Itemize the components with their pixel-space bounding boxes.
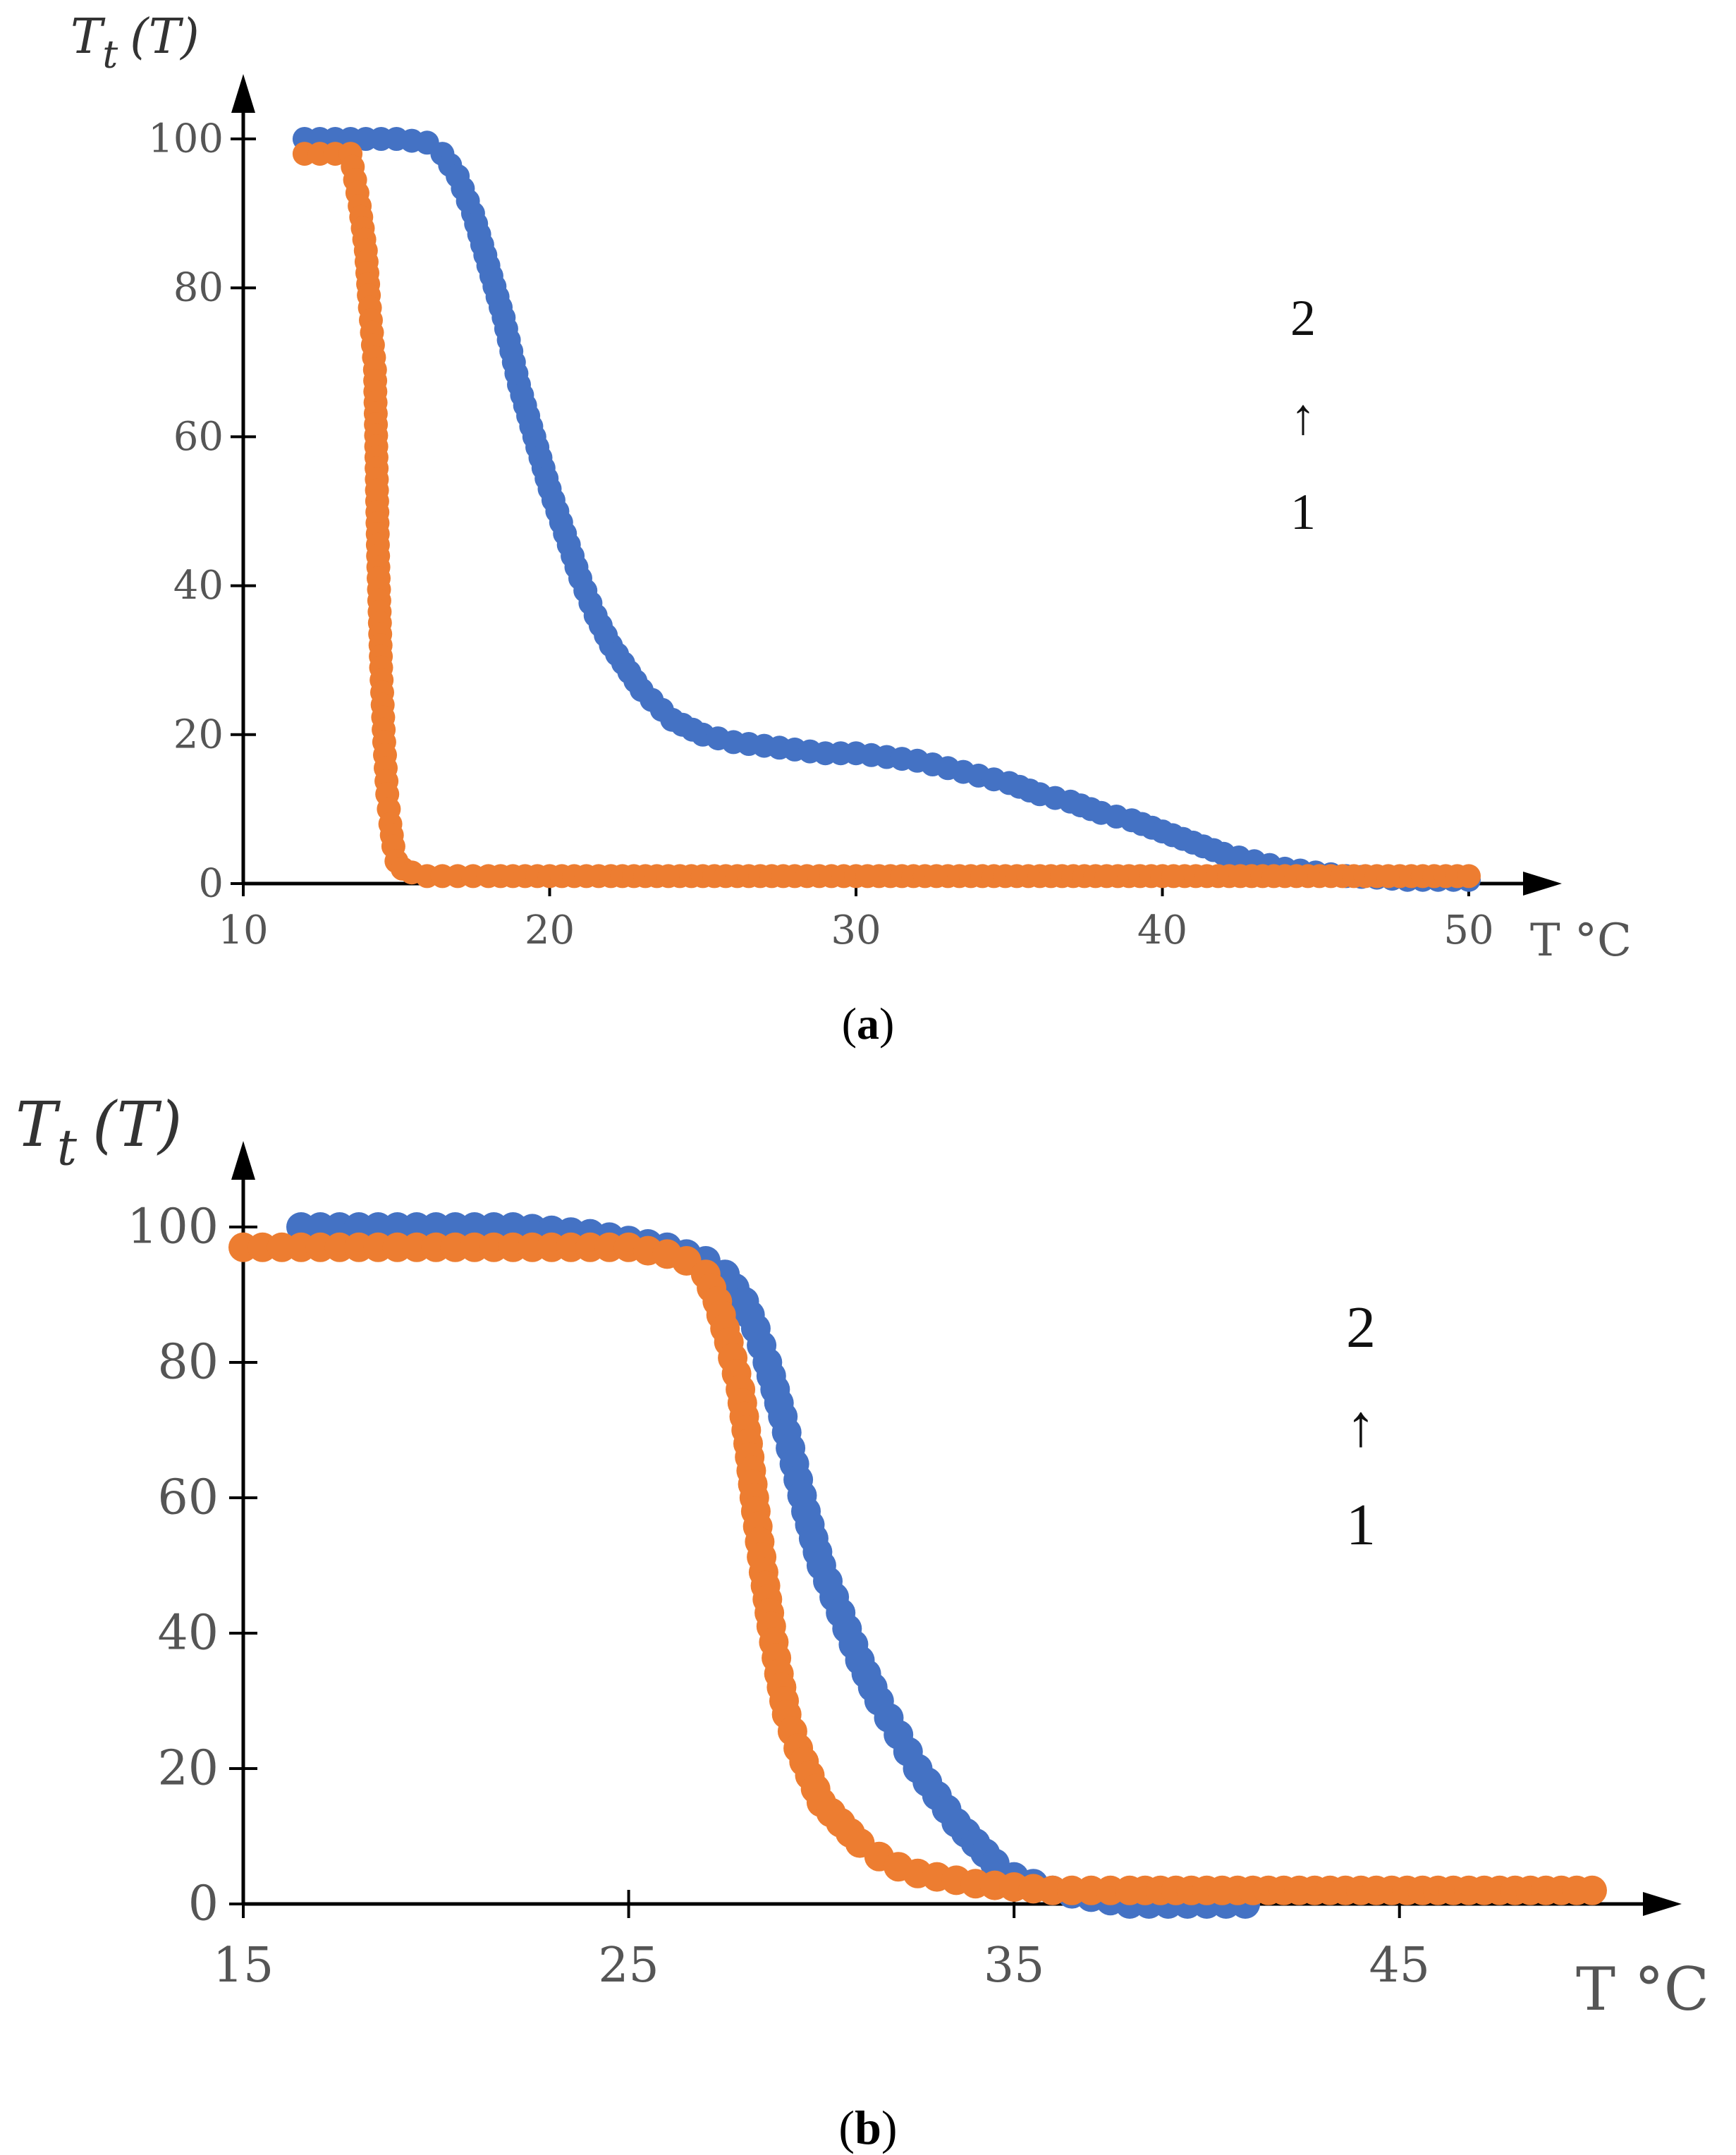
x-axis-arrowhead <box>1643 1892 1682 1916</box>
y-axis-title-main: T <box>16 1088 61 1161</box>
y-tick-label: 60 <box>173 414 224 460</box>
annotation-arrow: ↑ <box>1346 1393 1376 1459</box>
x-axis-unit: T °C <box>1576 1955 1709 2024</box>
y-tick-label: 0 <box>198 861 224 907</box>
x-tick-label: 15 <box>213 1938 274 1994</box>
y-tick-label: 60 <box>157 1470 219 1526</box>
y-axis-title-arg: (T) <box>92 1088 182 1161</box>
x-tick-label: 20 <box>525 908 575 953</box>
y-tick-label: 20 <box>173 712 224 757</box>
y-axis-title-sub: t <box>102 32 118 76</box>
panel-label-open: ( <box>842 999 857 1049</box>
data-point <box>1577 1875 1607 1905</box>
panel-label-close: ) <box>879 999 894 1049</box>
y-axis-title-main: T <box>71 9 106 65</box>
y-axis-title-sub: t <box>57 1118 78 1176</box>
y-axis-arrowhead <box>231 1141 255 1180</box>
y-axis-title-arg: (T) <box>130 9 199 65</box>
annotation-top: 2 <box>1290 290 1316 346</box>
y-tick-label: 20 <box>157 1741 219 1797</box>
x-tick-label: 40 <box>1137 908 1187 953</box>
y-tick-label: 80 <box>173 265 224 311</box>
y-tick-label: 100 <box>148 116 224 162</box>
y-tick-label: 40 <box>173 563 224 609</box>
x-tick-label: 35 <box>984 1938 1045 1994</box>
y-tick-label: 40 <box>157 1606 219 1661</box>
y-tick-label: 80 <box>157 1335 219 1391</box>
panel-label-letter: a <box>857 999 879 1049</box>
chart-panel-a: 0 20 40 60 80 100 10 20 30 40 50 Tt (T) T °C 2 ↑ 1 (a) <box>71 9 1632 1049</box>
x-tick-label: 50 <box>1443 908 1493 953</box>
series-2 <box>292 142 1481 889</box>
annotation-top: 2 <box>1346 1295 1376 1360</box>
chart-panel-b: 0 20 40 60 80 100 15 25 35 45 Tt (T) T °C 2 ↑ 1 (b) <box>16 1088 1709 2154</box>
annotation-arrow: ↑ <box>1290 389 1316 445</box>
series-2 <box>228 1232 1607 1905</box>
panel-label: (b) <box>838 2101 897 2154</box>
y-axis-arrowhead <box>231 74 255 113</box>
panel-label: (a) <box>842 999 895 1049</box>
panel-label-letter: b <box>855 2101 881 2154</box>
panel-label-open: ( <box>838 2101 855 2154</box>
y-tick-label: 100 <box>127 1199 219 1255</box>
x-axis-arrowhead <box>1523 872 1562 896</box>
x-tick-label: 30 <box>831 908 881 953</box>
x-tick-label: 45 <box>1369 1938 1430 1994</box>
y-axis-title: Tt (T) <box>16 1088 182 1176</box>
x-tick-label: 10 <box>218 908 268 953</box>
x-tick-label: 25 <box>598 1938 659 1994</box>
panel-label-close: ) <box>881 2101 898 2154</box>
annotation-bottom: 1 <box>1290 484 1316 540</box>
data-point <box>1457 864 1481 889</box>
y-axis-title: Tt (T) <box>71 9 200 76</box>
y-tick-label: 0 <box>188 1876 219 1932</box>
x-axis-unit: T °C <box>1530 915 1632 967</box>
annotation-bottom: 1 <box>1346 1492 1376 1558</box>
